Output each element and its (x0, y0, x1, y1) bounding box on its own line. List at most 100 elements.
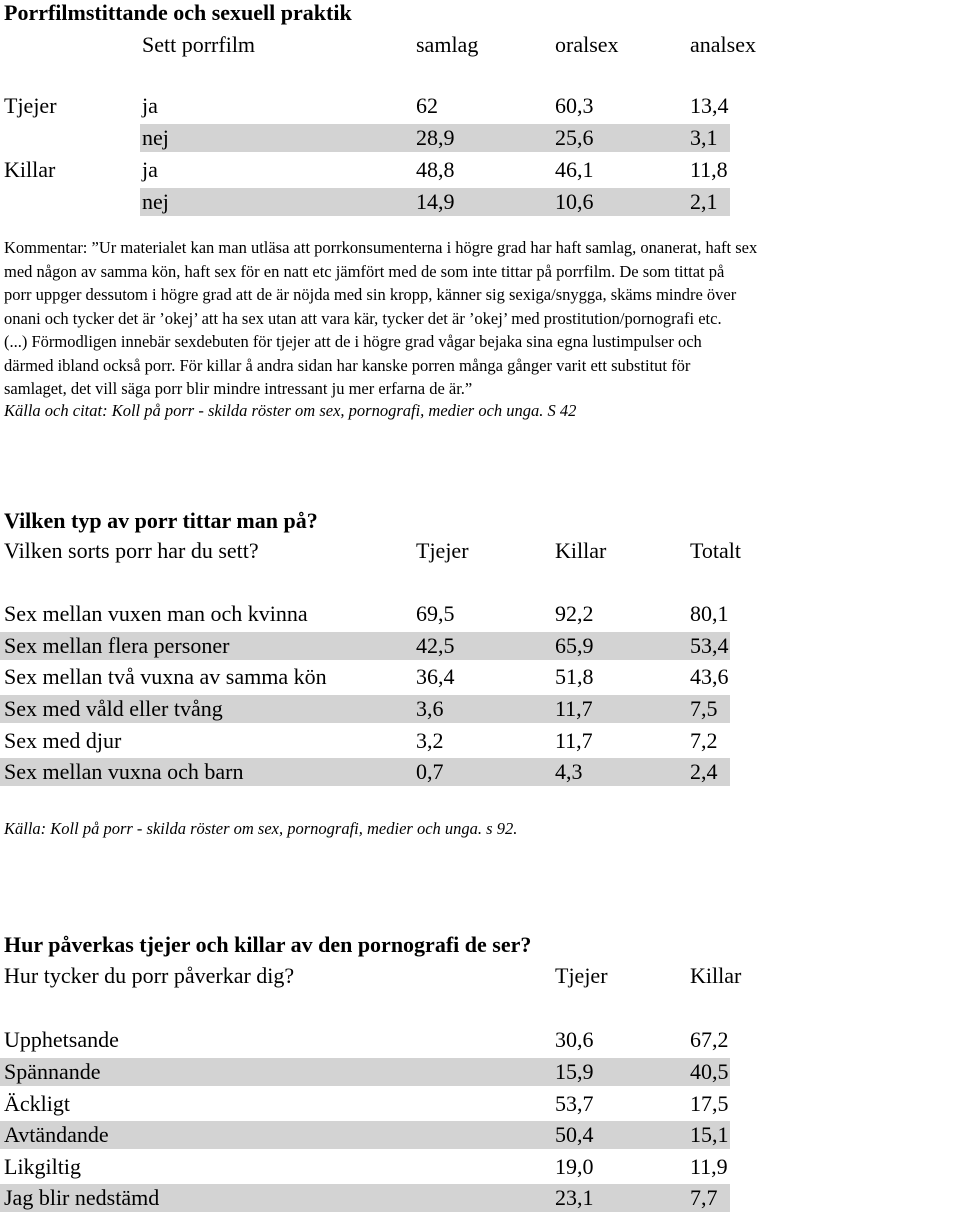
tjejer-cell: 0,7 (416, 759, 444, 784)
oralsex-cell: 10,6 (555, 189, 594, 214)
samlag-cell: 48,8 (416, 157, 455, 182)
killar-cell: 11,7 (555, 696, 593, 721)
killar-cell: 11,7 (555, 728, 593, 753)
tjejer-cell: 50,4 (555, 1122, 594, 1147)
comment-paragraph: Kommentar: ”Ur materialet kan man utläsa… (4, 236, 960, 401)
analsex-cell: 2,1 (690, 189, 718, 214)
answer-cell: nej (142, 125, 169, 150)
totalt-cell: 43,6 (690, 664, 729, 689)
totalt-cell: 7,2 (690, 728, 718, 753)
killar-cell: 40,5 (690, 1059, 729, 1084)
table-row: Upphetsande 30,6 67,2 (0, 1026, 730, 1054)
answer-cell: nej (142, 189, 169, 214)
killar-cell: 7,7 (690, 1185, 718, 1210)
row-label: Spännande (4, 1059, 101, 1084)
table-row: Sex mellan flera personer 42,5 65,9 53,4 (0, 632, 730, 660)
table-row: Sex mellan vuxna och barn 0,7 4,3 2,4 (0, 758, 730, 786)
s3-header-tjejer: Tjejer (555, 963, 608, 988)
table-row: Spännande 15,9 40,5 (0, 1058, 730, 1086)
totalt-cell: 80,1 (690, 601, 729, 626)
row-label: Sex med våld eller tvång (4, 696, 223, 721)
table-row: Avtändande 50,4 15,1 (0, 1121, 730, 1149)
s2-header-killar: Killar (555, 538, 607, 563)
totalt-cell: 2,4 (690, 759, 718, 784)
samlag-cell: 14,9 (416, 189, 455, 214)
row-label: Jag blir nedstämd (4, 1185, 160, 1210)
killar-cell: 11,9 (690, 1154, 728, 1179)
tjejer-cell: 23,1 (555, 1185, 594, 1210)
table-row: Jag blir nedstämd 23,1 7,7 (0, 1184, 730, 1212)
killar-cell: 67,2 (690, 1027, 729, 1052)
s3-header-killar: Killar (690, 963, 742, 988)
row-label: Avtändande (4, 1122, 109, 1147)
table-row: Sex mellan två vuxna av samma kön 36,4 5… (0, 663, 730, 691)
tjejer-cell: 53,7 (555, 1091, 594, 1116)
tjejer-cell: 19,0 (555, 1154, 594, 1179)
s2-header-tjejer: Tjejer (416, 538, 469, 563)
tjejer-cell: 36,4 (416, 664, 455, 689)
killar-cell: 92,2 (555, 601, 594, 626)
analsex-cell: 3,1 (690, 125, 718, 150)
s1-header-analsex: analsex (690, 32, 756, 57)
tjejer-cell: 30,6 (555, 1027, 594, 1052)
section3-title: Hur påverkas tjejer och killar av den po… (4, 932, 532, 957)
totalt-cell: 7,5 (690, 696, 718, 721)
comment-line: (...) Förmodligen innebär sexdebuten för… (4, 332, 702, 351)
samlag-cell: 28,9 (416, 125, 455, 150)
tjejer-cell: 42,5 (416, 633, 455, 658)
answer-cell: ja (142, 93, 158, 118)
oralsex-cell: 60,3 (555, 93, 594, 118)
row-label: Sex mellan vuxen man och kvinna (4, 601, 308, 626)
s2-header-totalt: Totalt (690, 538, 742, 563)
samlag-cell: 62 (416, 93, 438, 118)
killar-cell: 51,8 (555, 664, 594, 689)
comment-line: därmed ibland också porr. För killar å a… (4, 355, 691, 375)
section1-source: Källa och citat: Koll på porr - skilda r… (4, 401, 577, 420)
comment-line: med någon av samma kön, haft sex för en … (4, 261, 725, 281)
answer-cell: ja (142, 157, 158, 182)
tjejer-cell: 69,5 (416, 601, 455, 626)
table-row: Tjejer ja 62 60,3 13,4 (0, 92, 730, 120)
table-row: Äckligt 53,7 17,5 (0, 1090, 730, 1118)
row-label: Sex mellan två vuxna av samma kön (4, 664, 327, 689)
comment-line: onani och tycker det är ’okej’ att ha se… (4, 308, 722, 328)
tjejer-cell: 3,2 (416, 728, 444, 753)
analsex-cell: 13,4 (690, 93, 729, 118)
s1-header-samlag: samlag (416, 32, 479, 57)
comment-line: porr uppger dessutom i högre grad att de… (4, 285, 737, 304)
row-label: Äckligt (4, 1091, 70, 1116)
table-row: nej 28,9 25,6 3,1 (140, 124, 730, 152)
killar-cell: 15,1 (690, 1122, 729, 1147)
row-label: Sex mellan flera personer (4, 633, 230, 658)
table-row: Sex med våld eller tvång 3,6 11,7 7,5 (0, 695, 730, 723)
section2-source: Källa: Koll på porr - skilda röster om s… (4, 819, 518, 838)
table-row: Likgiltig 19,0 11,9 (0, 1153, 730, 1181)
section2-title: Vilken typ av porr tittar man på? (4, 508, 318, 533)
section2-question: Vilken sorts porr har du sett? (4, 538, 259, 563)
tjejer-cell: 3,6 (416, 696, 444, 721)
oralsex-cell: 25,6 (555, 125, 594, 150)
comment-line: Kommentar: ”Ur materialet kan man utläsa… (4, 238, 758, 257)
comment-line: samlaget, det vill säga porr blir mindre… (4, 379, 473, 398)
group-label: Tjejer (4, 93, 57, 118)
s1-header-oralsex: oralsex (555, 32, 619, 57)
analsex-cell: 11,8 (690, 157, 728, 182)
tjejer-cell: 15,9 (555, 1059, 594, 1084)
section1-title: Porrfilmstittande och sexuell praktik (4, 0, 352, 25)
table-row: Sex med djur 3,2 11,7 7,2 (0, 727, 730, 755)
row-label: Sex med djur (4, 728, 122, 753)
s1-header-sett-porrfilm: Sett porrfilm (142, 32, 256, 57)
table-row: Killar ja 48,8 46,1 11,8 (0, 156, 730, 184)
killar-cell: 65,9 (555, 633, 594, 658)
row-label: Upphetsande (4, 1027, 119, 1052)
oralsex-cell: 46,1 (555, 157, 594, 182)
section3-question: Hur tycker du porr påverkar dig? (4, 963, 295, 988)
row-label: Likgiltig (4, 1154, 81, 1179)
group-label: Killar (4, 157, 56, 182)
totalt-cell: 53,4 (690, 633, 729, 658)
row-label: Sex mellan vuxna och barn (4, 759, 244, 784)
killar-cell: 4,3 (555, 759, 583, 784)
table-row: nej 14,9 10,6 2,1 (140, 188, 730, 216)
table-row: Sex mellan vuxen man och kvinna 69,5 92,… (0, 600, 730, 628)
killar-cell: 17,5 (690, 1091, 729, 1116)
